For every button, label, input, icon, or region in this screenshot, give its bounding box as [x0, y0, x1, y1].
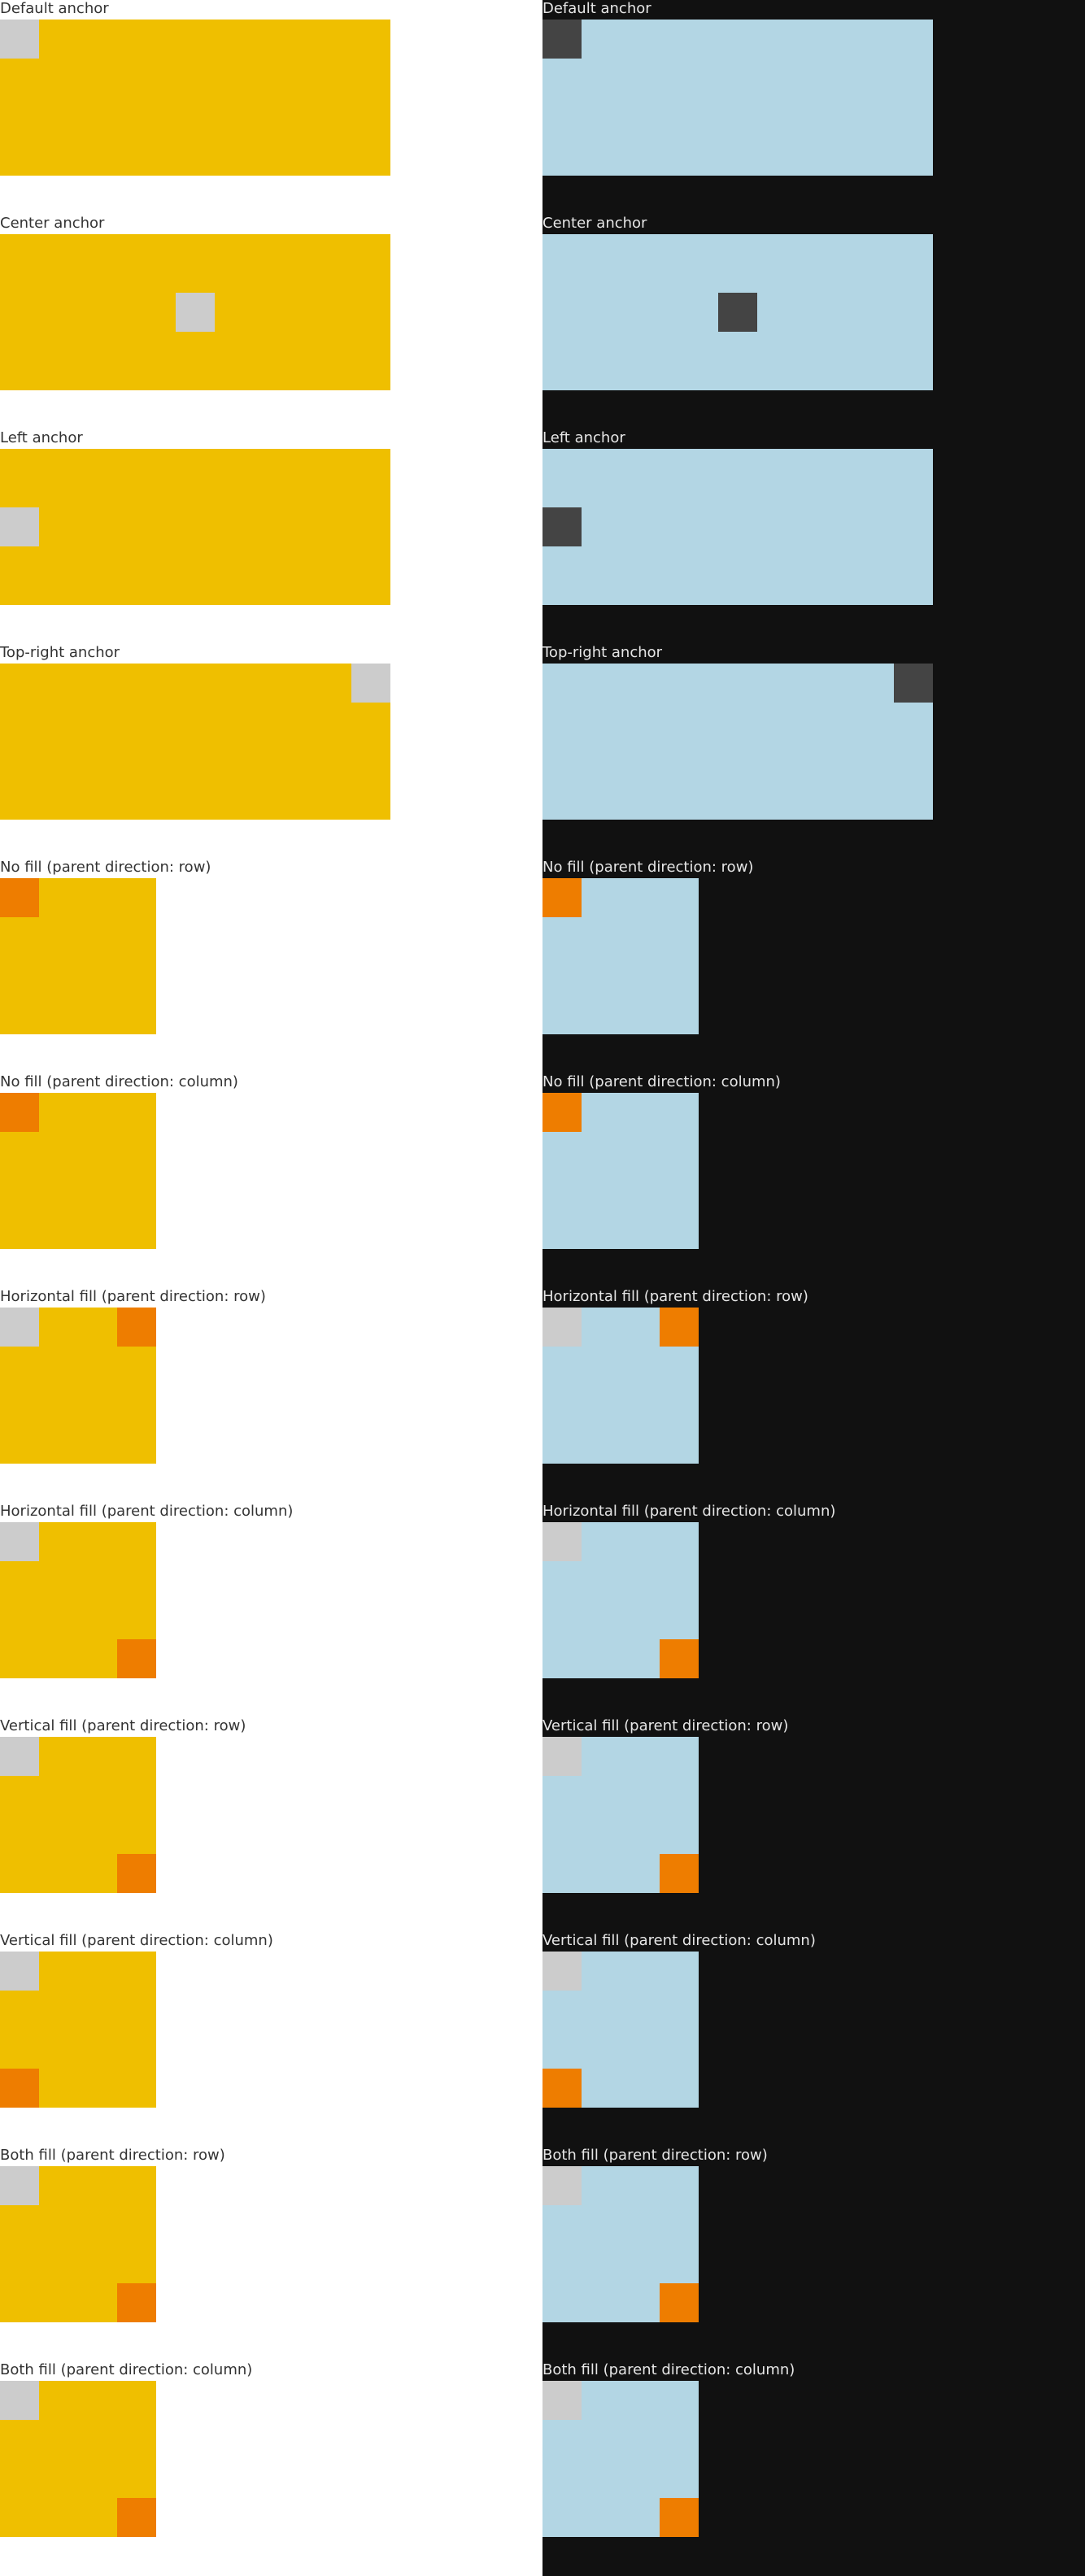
container-box [542, 2381, 699, 2537]
anchor-square [0, 1308, 39, 1347]
section-label: Horizontal fill (parent direction: colum… [542, 1503, 836, 1520]
anchor-square [542, 1308, 582, 1347]
fill-square [0, 2069, 39, 2108]
anchor-square [0, 1952, 39, 1991]
section-label: Top-right anchor [542, 644, 663, 661]
fill-square [117, 1308, 156, 1347]
container-box [0, 2381, 156, 2537]
fill-square [0, 1093, 39, 1132]
container-box [542, 1308, 699, 1464]
fill-square [542, 1093, 582, 1132]
anchor-square [894, 664, 933, 703]
section-label: Horizontal fill (parent direction: row) [0, 1288, 266, 1305]
container-box [542, 664, 933, 820]
anchor-square [542, 20, 582, 59]
container-box [0, 1308, 156, 1464]
anchor-square [0, 1737, 39, 1776]
fill-square [0, 878, 39, 917]
fill-square [660, 1639, 699, 1678]
container-box [542, 20, 933, 176]
section-label: No fill (parent direction: row) [542, 859, 754, 876]
fill-square [660, 1854, 699, 1893]
anchor-square [542, 1952, 582, 1991]
anchor-square [0, 507, 39, 546]
anchor-square [542, 1522, 582, 1561]
section-label: Both fill (parent direction: column) [542, 2361, 795, 2378]
anchor-square [542, 2381, 582, 2420]
container-box [542, 2166, 699, 2322]
section-label: Both fill (parent direction: row) [0, 2147, 225, 2164]
container-box [0, 1952, 156, 2108]
container-box [0, 878, 156, 1034]
fill-square [542, 2069, 582, 2108]
fill-square [117, 1639, 156, 1678]
fill-square [542, 878, 582, 917]
container-box [0, 20, 390, 176]
section-label: Both fill (parent direction: column) [0, 2361, 253, 2378]
container-box [542, 449, 933, 605]
section-label: No fill (parent direction: column) [542, 1073, 781, 1090]
section-label: Both fill (parent direction: row) [542, 2147, 768, 2164]
anchor-square [542, 1737, 582, 1776]
anchor-square [176, 293, 215, 332]
dark-theme-panel: Default anchor Center anchor Left anchor To… [542, 0, 1085, 2576]
fill-square [117, 2498, 156, 2537]
section-label: Horizontal fill (parent direction: colum… [0, 1503, 294, 1520]
fill-square [117, 1854, 156, 1893]
fill-square [660, 2498, 699, 2537]
container-box [0, 2166, 156, 2322]
anchor-square [0, 2166, 39, 2205]
anchor-square [0, 1522, 39, 1561]
anchor-square [351, 664, 390, 703]
section-label: Vertical fill (parent direction: row) [542, 1717, 789, 1734]
section-label: Top-right anchor [0, 644, 120, 661]
section-label: Center anchor [0, 215, 105, 232]
section-label: No fill (parent direction: column) [0, 1073, 238, 1090]
container-box [0, 1522, 156, 1678]
container-box [0, 449, 390, 605]
fill-square [117, 2283, 156, 2322]
section-label: No fill (parent direction: row) [0, 859, 211, 876]
section-label: Horizontal fill (parent direction: row) [542, 1288, 808, 1305]
container-box [542, 234, 933, 390]
container-box [542, 878, 699, 1034]
container-box [0, 234, 390, 390]
section-label: Default anchor [0, 0, 109, 17]
fill-square [660, 2283, 699, 2322]
section-label: Left anchor [542, 429, 625, 446]
section-label: Center anchor [542, 215, 647, 232]
container-box [542, 1737, 699, 1893]
anchor-square [542, 2166, 582, 2205]
container-box [542, 1093, 699, 1249]
container-box [542, 1522, 699, 1678]
container-box [0, 1093, 156, 1249]
section-label: Vertical fill (parent direction: column) [0, 1932, 273, 1949]
section-label: Left anchor [0, 429, 83, 446]
section-label: Default anchor [542, 0, 651, 17]
section-label: Vertical fill (parent direction: column) [542, 1932, 816, 1949]
anchor-square [718, 293, 757, 332]
container-box [542, 1952, 699, 2108]
section-label: Vertical fill (parent direction: row) [0, 1717, 246, 1734]
anchor-square [542, 507, 582, 546]
anchor-square [0, 2381, 39, 2420]
container-box [0, 664, 390, 820]
container-box [0, 1737, 156, 1893]
light-theme-panel: Default anchor Center anchor Left anchor To… [0, 0, 542, 2576]
anchor-square [0, 20, 39, 59]
fill-square [660, 1308, 699, 1347]
